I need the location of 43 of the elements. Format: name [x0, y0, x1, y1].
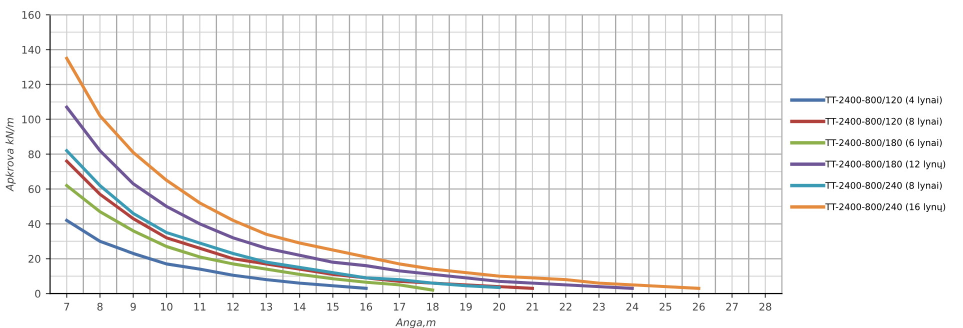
x-axis-title: Anga,m	[395, 318, 436, 328]
y-tick-label: 140	[22, 46, 40, 54]
x-tick-label: 15	[327, 302, 339, 311]
x-tick-label: 17	[394, 302, 406, 311]
x-tick-label: 24	[626, 302, 638, 311]
y-tick-label: 0	[35, 290, 40, 298]
x-tick-label: 21	[526, 302, 538, 311]
legend-label: TT-2400-800/120 (8 lynai)	[825, 118, 942, 126]
x-tick-label: 19	[460, 302, 472, 311]
y-tick-label: 40	[28, 220, 40, 228]
x-tick-label: 27	[726, 302, 738, 311]
x-tick-label: 26	[692, 302, 705, 311]
legend-label: TT-2400-800/240 (16 lynų)	[825, 203, 946, 212]
line-series	[65, 218, 368, 290]
y-tick-label: 80	[28, 150, 40, 158]
x-tick-label: 20	[493, 302, 506, 311]
legend-label: TT-2400-800/180 (6 lynai)	[825, 139, 942, 148]
y-tick-label: 120	[22, 80, 40, 89]
x-tick-label: 14	[294, 302, 306, 311]
x-tick-label: 16	[360, 302, 372, 311]
x-tick-label: 11	[194, 302, 206, 311]
x-tick-label: 12	[228, 302, 239, 311]
y-tick-label: 100	[22, 116, 40, 124]
y-tick-label: 20	[28, 254, 40, 263]
line-series	[65, 56, 700, 290]
line-series	[65, 184, 434, 292]
legend-label: TT-2400-800/120 (4 lynai)	[825, 96, 942, 106]
x-tick-label: 25	[660, 302, 672, 311]
x-tick-label: 28	[759, 302, 772, 311]
y-tick-label: 160	[22, 10, 40, 19]
x-tick-label: 9	[130, 302, 136, 311]
x-tick-label: 7	[64, 302, 70, 311]
legend-label: TT-2400-800/240 (8 lynai)	[825, 182, 942, 191]
x-tick-label: 18	[427, 302, 439, 311]
x-tick-label: 23	[593, 302, 605, 311]
line-series	[65, 106, 634, 290]
x-tick-label: 13	[260, 302, 272, 311]
x-tick-label: 8	[97, 302, 103, 311]
y-axis-title: Apkrova kN/m	[6, 118, 16, 192]
legend-label: TT-2400-800/180 (12 lynų)	[825, 160, 946, 170]
x-tick-label: 10	[161, 302, 172, 311]
x-tick-label: 22	[560, 302, 572, 311]
y-tick-label: 60	[28, 185, 40, 194]
